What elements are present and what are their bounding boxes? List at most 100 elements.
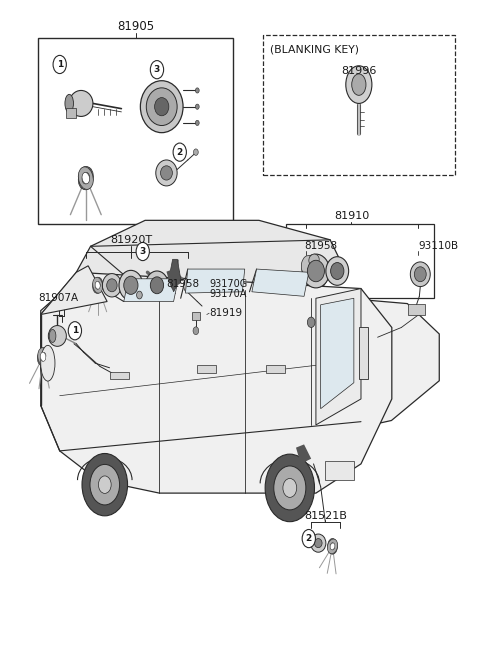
Text: 81521B: 81521B (304, 511, 347, 521)
Polygon shape (316, 289, 361, 425)
Text: 3: 3 (140, 247, 146, 256)
Bar (408, 304, 424, 314)
Circle shape (302, 529, 315, 548)
Circle shape (265, 454, 314, 521)
Text: 93110B: 93110B (418, 241, 458, 252)
Ellipse shape (102, 274, 121, 297)
Ellipse shape (330, 543, 335, 550)
Ellipse shape (330, 543, 335, 550)
Ellipse shape (69, 90, 93, 117)
Text: 81907A: 81907A (38, 293, 79, 303)
Bar (38, 39, 233, 223)
Circle shape (283, 478, 297, 497)
Circle shape (150, 60, 164, 79)
Circle shape (193, 327, 199, 335)
Bar (197, 365, 216, 373)
Ellipse shape (40, 352, 46, 362)
Bar (66, 108, 76, 118)
Ellipse shape (150, 277, 164, 293)
Text: 81958: 81958 (304, 241, 337, 252)
Text: 1: 1 (57, 60, 63, 69)
Ellipse shape (37, 348, 49, 365)
Ellipse shape (65, 94, 73, 113)
Ellipse shape (410, 262, 430, 287)
Ellipse shape (38, 348, 48, 365)
Ellipse shape (352, 74, 366, 96)
Ellipse shape (93, 278, 103, 293)
Text: 93170G: 93170G (209, 279, 247, 289)
Text: 81905: 81905 (117, 20, 154, 33)
Ellipse shape (346, 66, 372, 103)
Text: (BLANKING KEY): (BLANKING KEY) (270, 45, 359, 54)
Ellipse shape (82, 172, 90, 184)
Ellipse shape (119, 271, 143, 300)
Ellipse shape (183, 278, 192, 292)
Ellipse shape (78, 167, 93, 189)
Ellipse shape (156, 160, 177, 186)
Polygon shape (41, 266, 107, 314)
Circle shape (68, 322, 82, 340)
Polygon shape (169, 259, 180, 291)
Polygon shape (252, 269, 309, 296)
Circle shape (137, 291, 142, 299)
Text: 81919: 81919 (209, 309, 242, 318)
Ellipse shape (140, 81, 183, 133)
Ellipse shape (414, 267, 426, 282)
Ellipse shape (330, 543, 335, 550)
Polygon shape (296, 444, 311, 464)
Circle shape (307, 317, 315, 328)
Text: 2: 2 (306, 534, 312, 543)
Bar (359, 328, 368, 379)
Text: 93170A: 93170A (209, 289, 247, 299)
Bar (192, 312, 200, 320)
Circle shape (98, 476, 111, 493)
Ellipse shape (107, 279, 117, 291)
Polygon shape (41, 276, 439, 434)
Bar (263, 35, 455, 175)
Ellipse shape (95, 282, 100, 289)
Ellipse shape (301, 255, 313, 274)
Text: 1: 1 (72, 326, 78, 335)
Circle shape (195, 121, 199, 126)
Ellipse shape (49, 329, 56, 343)
Ellipse shape (309, 254, 319, 266)
Polygon shape (76, 220, 340, 298)
Text: 3: 3 (154, 65, 160, 74)
Ellipse shape (82, 172, 90, 184)
Ellipse shape (93, 277, 102, 293)
Ellipse shape (93, 278, 103, 293)
Ellipse shape (155, 98, 169, 116)
Ellipse shape (302, 254, 330, 288)
Ellipse shape (95, 282, 100, 289)
Circle shape (193, 149, 198, 155)
Ellipse shape (314, 538, 322, 548)
Text: 81958: 81958 (167, 279, 200, 289)
Ellipse shape (326, 257, 348, 286)
Text: 81920T: 81920T (110, 235, 152, 245)
Text: 81996: 81996 (341, 66, 376, 76)
Text: 2: 2 (177, 147, 183, 157)
Ellipse shape (41, 345, 55, 381)
Ellipse shape (328, 538, 337, 554)
Circle shape (82, 453, 128, 516)
Polygon shape (321, 298, 354, 409)
Polygon shape (185, 269, 245, 293)
Ellipse shape (146, 88, 177, 126)
Circle shape (173, 143, 186, 161)
Ellipse shape (145, 271, 168, 299)
Ellipse shape (124, 276, 138, 294)
Ellipse shape (331, 263, 344, 280)
Ellipse shape (40, 352, 46, 361)
Ellipse shape (96, 282, 100, 290)
Ellipse shape (48, 326, 66, 346)
Circle shape (90, 464, 120, 505)
Ellipse shape (38, 348, 48, 365)
Polygon shape (124, 279, 179, 301)
Bar (325, 460, 354, 480)
Circle shape (274, 466, 306, 510)
Bar (287, 223, 433, 298)
Ellipse shape (78, 167, 93, 189)
Circle shape (195, 88, 199, 93)
Ellipse shape (307, 260, 324, 282)
Bar (266, 365, 285, 373)
